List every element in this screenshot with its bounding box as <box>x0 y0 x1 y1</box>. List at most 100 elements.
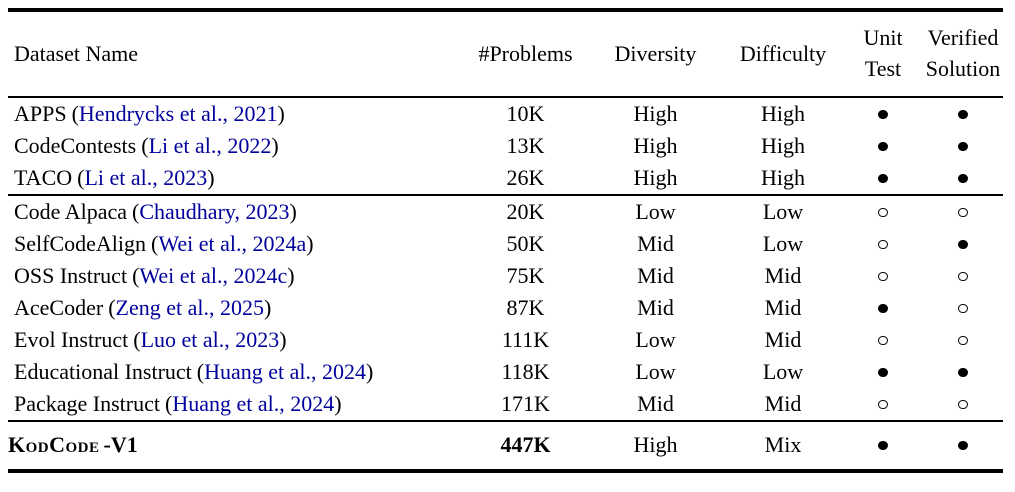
problems-cell: 171K <box>501 391 550 416</box>
difficulty-cell: Low <box>762 231 804 256</box>
citation: (Wei et al., 2024c) <box>132 263 295 288</box>
verified-solution-cell <box>923 292 1003 324</box>
dataset-name: Educational Instruct <box>14 359 192 384</box>
group-competition-datasets: APPS (Hendrycks et al., 2021) 10K High Hi… <box>8 97 1003 195</box>
citation-open-paren: ( <box>141 133 149 158</box>
dataset-cell: Code Alpaca (Chaudhary, 2023) <box>8 195 463 228</box>
difficulty-cell: Mid <box>764 295 802 320</box>
diversity-cell: High <box>633 101 678 126</box>
diversity-cell: High <box>633 133 678 158</box>
dataset-name: Package Instruct <box>14 391 160 416</box>
verified-solution-indicator-icon <box>958 207 968 218</box>
citation-link[interactable]: Wei et al., 2024a <box>158 231 307 256</box>
dataset-cell: OSS Instruct (Wei et al., 2024c) <box>8 260 463 292</box>
header-verified-solution: Verified Solution <box>923 10 1003 97</box>
citation-close-paren: ) <box>306 231 314 256</box>
citation-link[interactable]: Huang et al., 2024 <box>204 359 367 384</box>
verified-solution-cell <box>923 162 1003 195</box>
difficulty-cell: Mid <box>764 391 802 416</box>
dataset-cell: KodCode -V1 <box>8 421 463 471</box>
header-problems: #Problems <box>478 40 573 66</box>
problems-cell: 111K <box>501 327 550 352</box>
citation-open-paren: ( <box>151 231 159 256</box>
dataset-comparison-table: Dataset Name #Problems Diversity Difficu… <box>8 8 1003 473</box>
unit-test-indicator-icon <box>878 440 888 451</box>
problems-cell: 118K <box>501 359 550 384</box>
unit-test-indicator-icon <box>878 399 888 410</box>
dataset-comparison-table-container: Dataset Name #Problems Diversity Difficu… <box>8 8 1003 473</box>
unit-test-cell <box>843 130 923 162</box>
table-row: Package Instruct (Huang et al., 2024) 171… <box>8 388 1003 421</box>
citation-link[interactable]: Chaudhary, 2023 <box>139 199 290 224</box>
header-verified-solution-line2: Solution <box>925 56 1001 81</box>
problems-cell: 13K <box>506 133 545 158</box>
citation-link[interactable]: Wei et al., 2024c <box>139 263 288 288</box>
dataset-name: CodeContests <box>14 133 137 158</box>
citation-open-paren: ( <box>77 165 85 190</box>
citation-link[interactable]: Li et al., 2022 <box>148 133 272 158</box>
table-row: AceCoder (Zeng et al., 2025) 87K Mid Mid <box>8 292 1003 324</box>
dataset-name: SelfCodeAlign <box>14 231 146 256</box>
difficulty-cell: Mid <box>764 263 802 288</box>
verified-solution-cell <box>923 421 1003 471</box>
unit-test-cell <box>843 324 923 356</box>
verified-solution-indicator-icon <box>958 109 968 120</box>
unit-test-cell <box>843 260 923 292</box>
citation: (Huang et al., 2024) <box>165 391 342 416</box>
difficulty-cell: Mid <box>764 327 802 352</box>
unit-test-cell <box>843 228 923 260</box>
citation-link[interactable]: Hendrycks et al., 2021 <box>78 101 278 126</box>
citation: (Hendrycks et al., 2021) <box>72 101 285 126</box>
difficulty-cell: Low <box>762 359 804 384</box>
dataset-cell: APPS (Hendrycks et al., 2021) <box>8 97 463 130</box>
problems-cell: 50K <box>506 231 545 256</box>
citation-close-paren: ) <box>277 101 285 126</box>
diversity-cell: High <box>633 432 678 457</box>
verified-solution-cell <box>923 228 1003 260</box>
verified-solution-cell <box>923 260 1003 292</box>
header-dataset-name: Dataset Name <box>14 40 138 66</box>
dataset-name: Code Alpaca <box>14 199 128 224</box>
diversity-cell: Mid <box>637 391 674 416</box>
unit-test-indicator-icon <box>878 173 888 184</box>
table-header: Dataset Name #Problems Diversity Difficu… <box>8 10 1003 97</box>
citation-link[interactable]: Huang et al., 2024 <box>172 391 335 416</box>
verified-solution-indicator-icon <box>958 335 968 346</box>
unit-test-cell <box>843 162 923 195</box>
dataset-name: OSS Instruct <box>14 263 128 288</box>
diversity-cell: Mid <box>637 263 674 288</box>
verified-solution-indicator-icon <box>958 399 968 410</box>
header-unit-test: Unit Test <box>843 10 923 97</box>
verified-solution-indicator-icon <box>958 367 968 378</box>
citation-open-paren: ( <box>165 391 173 416</box>
table-row: CodeContests (Li et al., 2022) 13K High H… <box>8 130 1003 162</box>
verified-solution-cell <box>923 195 1003 228</box>
diversity-cell: High <box>633 165 678 190</box>
verified-solution-indicator-icon <box>958 239 968 250</box>
header-difficulty: Difficulty <box>739 40 827 66</box>
dataset-name: AceCoder <box>14 295 104 320</box>
unit-test-indicator-icon <box>878 239 888 250</box>
header-row: Dataset Name #Problems Diversity Difficu… <box>8 10 1003 97</box>
problems-cell: 75K <box>506 263 545 288</box>
citation-link[interactable]: Li et al., 2023 <box>84 165 208 190</box>
unit-test-cell <box>843 356 923 388</box>
unit-test-cell <box>843 388 923 421</box>
citation-close-paren: ) <box>279 327 287 352</box>
dataset-cell: Educational Instruct (Huang et al., 2024) <box>8 356 463 388</box>
table-row: Educational Instruct (Huang et al., 2024)… <box>8 356 1003 388</box>
citation-link[interactable]: Zeng et al., 2025 <box>115 295 264 320</box>
difficulty-cell: High <box>761 165 805 190</box>
table-row: TACO (Li et al., 2023) 26K High High <box>8 162 1003 195</box>
citation-close-paren: ) <box>289 199 297 224</box>
problems-cell: 10K <box>506 101 545 126</box>
dataset-cell: CodeContests (Li et al., 2022) <box>8 130 463 162</box>
unit-test-indicator-icon <box>878 335 888 346</box>
problems-cell: 447K <box>500 432 551 457</box>
citation-close-paren: ) <box>366 359 374 384</box>
group-kodcode-row: KodCode -V1 447K High Mix <box>8 421 1003 471</box>
dataset-name: APPS <box>14 101 67 126</box>
problems-cell: 26K <box>506 165 545 190</box>
citation-open-paren: ( <box>133 327 141 352</box>
citation-link[interactable]: Luo et al., 2023 <box>140 327 280 352</box>
